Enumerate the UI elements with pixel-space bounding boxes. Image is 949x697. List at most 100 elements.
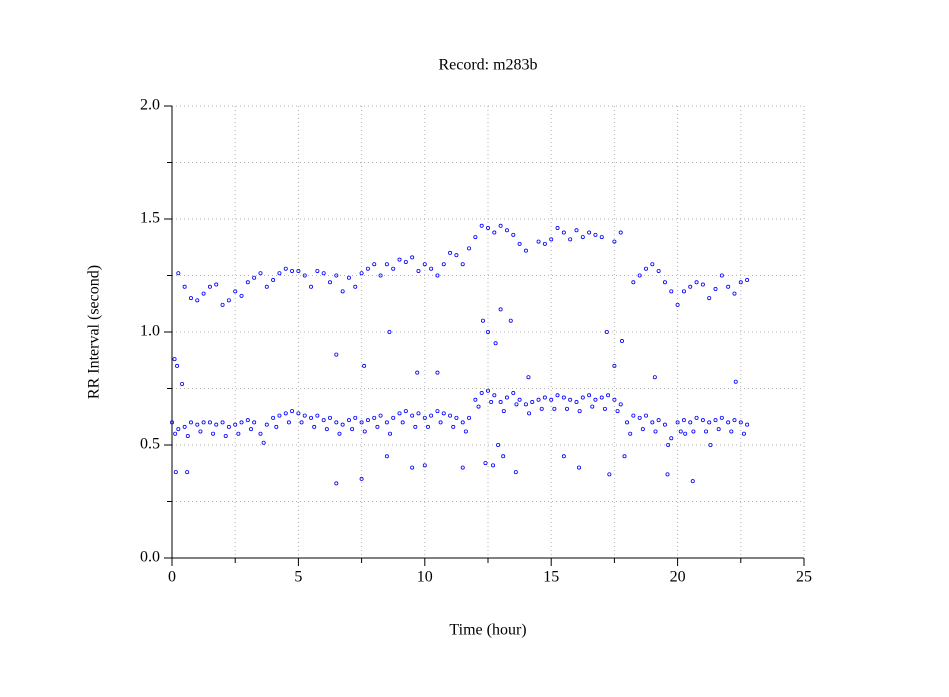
data-point: [375, 424, 380, 429]
data-point: [568, 237, 573, 242]
data-point: [694, 280, 699, 285]
data-point: [485, 388, 490, 393]
data-point: [732, 418, 737, 423]
data-point: [201, 291, 206, 296]
data-point: [448, 250, 453, 255]
data-point: [346, 275, 351, 280]
data-point: [271, 278, 276, 283]
data-point: [400, 420, 405, 425]
data-point: [460, 420, 465, 425]
data-point: [176, 271, 181, 276]
data-point: [552, 406, 557, 411]
data-point: [312, 424, 317, 429]
data-point: [429, 413, 434, 418]
data-point: [713, 418, 718, 423]
data-point: [574, 400, 579, 405]
data-point: [188, 296, 193, 301]
data-point: [264, 422, 269, 427]
data-point: [479, 391, 484, 396]
data-point: [198, 429, 203, 434]
data-point: [719, 415, 724, 420]
data-point: [628, 431, 633, 436]
data-point: [384, 262, 389, 267]
data-point: [675, 302, 680, 307]
data-point: [413, 424, 418, 429]
data-point: [729, 429, 734, 434]
data-point: [387, 329, 392, 334]
data-point: [365, 418, 370, 423]
data-point: [365, 266, 370, 271]
data-point: [296, 411, 301, 416]
data-point: [666, 442, 671, 447]
data-point: [353, 284, 358, 289]
data-point: [185, 470, 190, 475]
data-point: [745, 422, 750, 427]
data-point: [410, 255, 415, 260]
data-point: [491, 463, 496, 468]
data-point: [479, 223, 484, 228]
data-point: [252, 275, 257, 280]
data-point: [384, 420, 389, 425]
y-tick-label: 0.0: [140, 549, 160, 566]
data-point: [606, 393, 611, 398]
data-point: [236, 431, 241, 436]
data-point: [489, 400, 494, 405]
data-point: [501, 409, 506, 414]
data-point: [700, 418, 705, 423]
x-tick-label: 15: [543, 569, 559, 586]
data-point: [678, 429, 683, 434]
data-point: [561, 395, 566, 400]
data-point: [337, 431, 342, 436]
data-point: [496, 442, 501, 447]
data-point: [580, 235, 585, 240]
data-point: [517, 397, 522, 402]
data-point: [577, 409, 582, 414]
data-point: [195, 298, 200, 303]
data-point: [618, 402, 623, 407]
data-point: [403, 259, 408, 264]
data-point: [688, 284, 693, 289]
data-point: [580, 395, 585, 400]
data-point: [397, 257, 402, 262]
data-point: [451, 424, 456, 429]
data-point: [565, 406, 570, 411]
data-point: [511, 232, 516, 237]
data-point: [599, 235, 604, 240]
x-axis-label: Time (hour): [449, 622, 526, 639]
data-point: [587, 393, 592, 398]
data-point: [176, 427, 181, 432]
data-point: [290, 268, 295, 273]
data-point: [467, 246, 472, 251]
data-point: [513, 470, 518, 475]
data-point: [226, 424, 231, 429]
data-point: [637, 273, 642, 278]
x-tick-label: 25: [796, 569, 812, 586]
data-point: [290, 409, 295, 414]
data-point: [493, 341, 498, 346]
data-point: [185, 433, 190, 438]
data-point: [719, 273, 724, 278]
data-point: [334, 420, 339, 425]
data-point: [264, 284, 269, 289]
data-point: [327, 415, 332, 420]
data-point: [233, 422, 238, 427]
data-point: [211, 431, 216, 436]
data-point: [359, 420, 364, 425]
data-point: [501, 454, 506, 459]
data-point: [438, 420, 443, 425]
data-point: [463, 429, 468, 434]
data-point: [492, 393, 497, 398]
data-point: [612, 363, 617, 368]
data-point: [283, 266, 288, 271]
y-tick-label: 1.0: [140, 323, 160, 340]
data-point: [599, 395, 604, 400]
data-point: [732, 291, 737, 296]
data-point: [296, 268, 301, 273]
data-point: [448, 413, 453, 418]
data-point: [214, 422, 219, 427]
data-point: [372, 262, 377, 267]
data-point: [517, 241, 522, 246]
data-point: [422, 262, 427, 267]
data-point: [681, 289, 686, 294]
